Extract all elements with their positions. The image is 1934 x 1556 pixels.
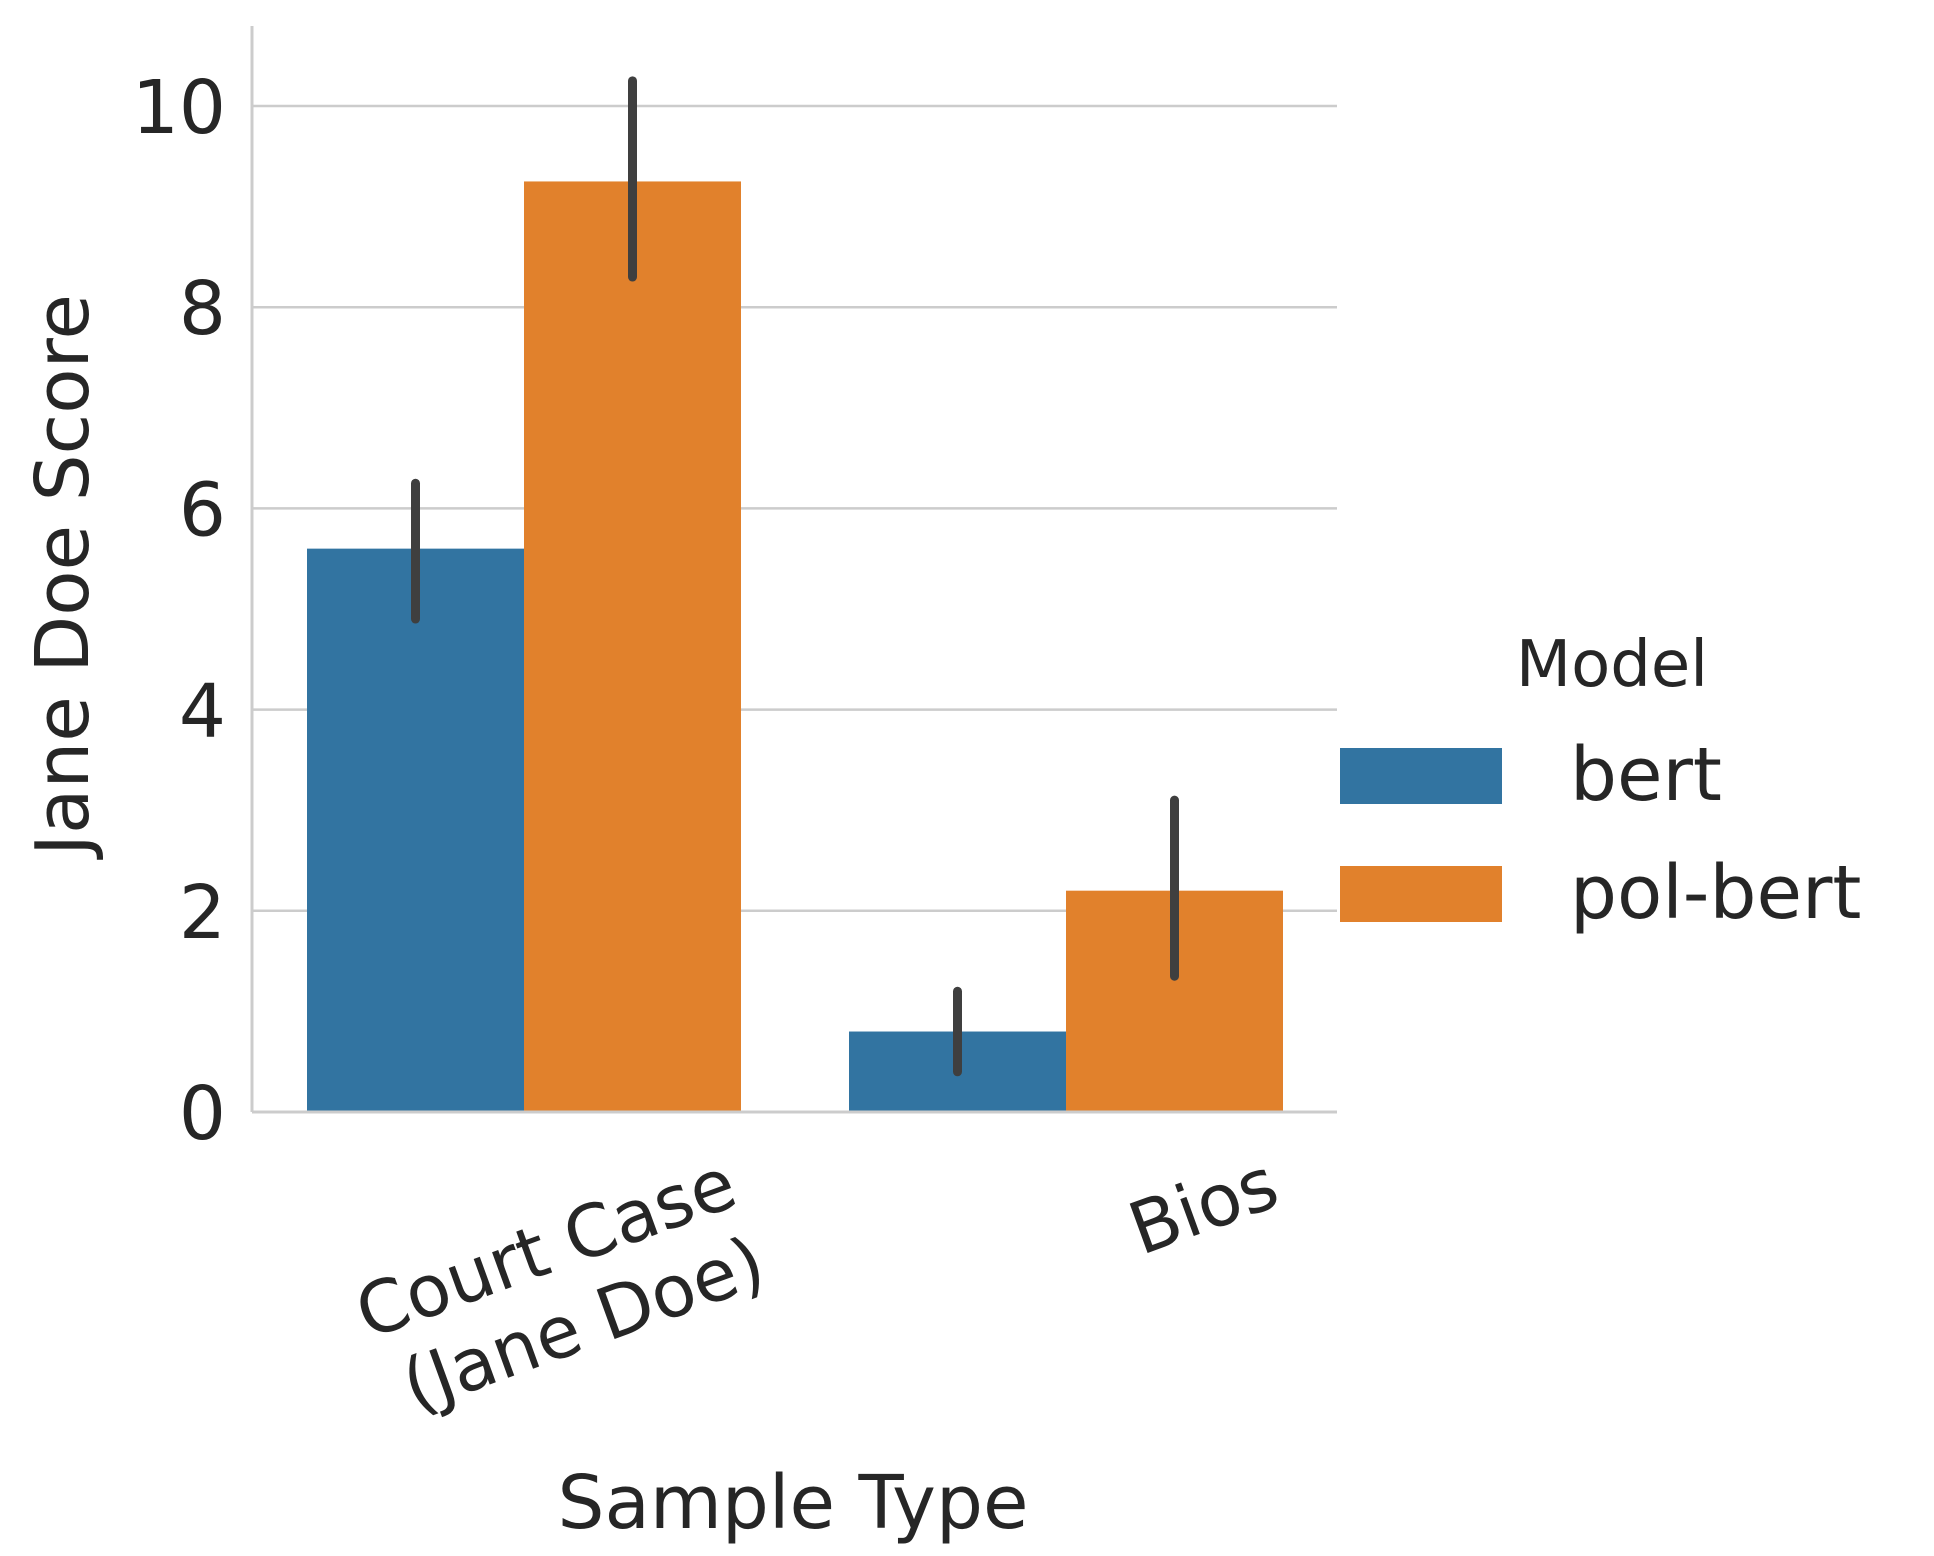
legend-label-bert: bert: [1570, 732, 1722, 818]
bar-pol-bert: [524, 181, 741, 1112]
y-tick-label: 4: [179, 669, 226, 755]
legend-swatch-bert: [1340, 748, 1502, 804]
y-tick-labels: 0 2 4 6 8 10: [132, 65, 226, 1157]
bars: [307, 181, 1283, 1112]
y-axis-title: Jane Doe Score: [20, 294, 106, 860]
legend-title: Model: [1516, 628, 1708, 702]
x-tick-label-line: Bios: [1118, 1141, 1289, 1272]
x-axis-title: Sample Type: [558, 1460, 1029, 1546]
axes: [250, 26, 1337, 1114]
x-tick-labels: Court Case(Jane Doe) Bios: [345, 1141, 1289, 1428]
legend-swatch-pol-bert: [1340, 866, 1502, 922]
y-tick-label: 6: [179, 467, 226, 553]
x-tick-label: Bios: [1118, 1141, 1289, 1272]
error-bars: [411, 76, 1179, 1077]
legend-label-pol-bert: pol-bert: [1570, 850, 1861, 936]
bar-bert: [307, 548, 524, 1112]
y-tick-label: 8: [179, 266, 226, 352]
legend: Model bert pol-bert: [1340, 628, 1861, 936]
y-tick-label: 2: [179, 870, 226, 956]
y-tick-label: 0: [179, 1071, 226, 1157]
x-tick-label: Court Case(Jane Doe): [345, 1141, 775, 1428]
y-tick-label: 10: [132, 65, 226, 151]
